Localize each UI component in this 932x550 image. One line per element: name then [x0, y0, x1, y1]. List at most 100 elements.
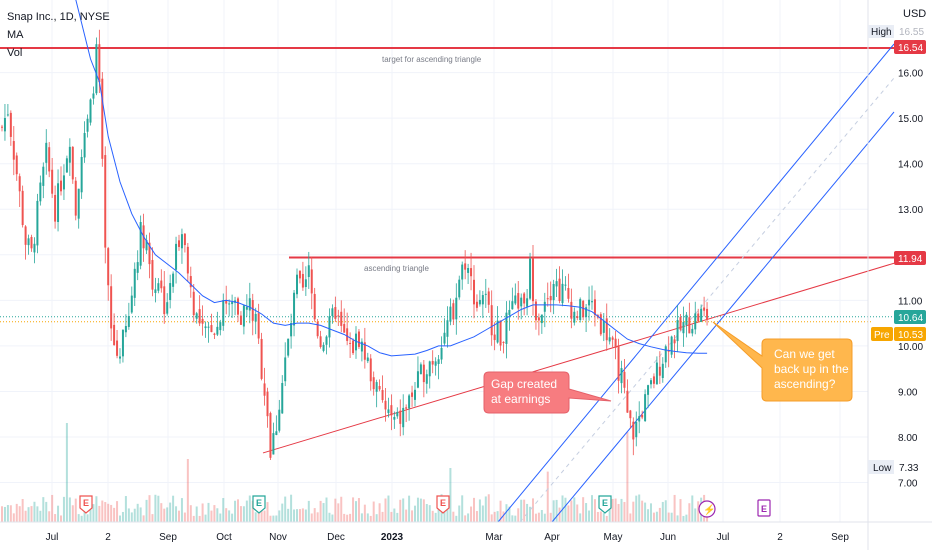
- volume-bar: [546, 471, 549, 522]
- candle-body: [655, 362, 658, 385]
- candle-body: [290, 322, 293, 337]
- question-callout: Can we get back up in the ascending?: [712, 321, 853, 402]
- price-tick-label: 14.00: [898, 160, 923, 171]
- volume-bar: [508, 506, 511, 522]
- volume-bar: [310, 513, 313, 522]
- candle-body: [6, 114, 9, 116]
- volume-bar: [626, 432, 629, 522]
- candle-body: [310, 269, 313, 294]
- candle-body: [458, 279, 461, 298]
- volume-bar: [682, 515, 685, 522]
- earnings-marker[interactable]: E: [79, 495, 93, 514]
- candle-body: [393, 416, 396, 420]
- volume-bar: [399, 499, 402, 522]
- volume-bar: [679, 499, 682, 522]
- candle-body: [186, 246, 189, 274]
- candle-body: [387, 409, 390, 414]
- volume-bar: [402, 498, 405, 522]
- candle-body: [461, 264, 464, 280]
- volume-bar: [222, 498, 225, 522]
- candle-body: [422, 364, 425, 383]
- volume-bar: [473, 497, 475, 522]
- candle-body: [588, 299, 591, 306]
- target-annotation: target for ascending triangle: [382, 55, 482, 64]
- candle-body: [154, 289, 157, 293]
- volume-bar: [369, 515, 372, 522]
- time-tick-label: Apr: [544, 532, 560, 543]
- volume-indicator-label[interactable]: Vol: [7, 47, 22, 59]
- dividend-marker[interactable]: E: [252, 495, 266, 514]
- volume-bar: [57, 505, 60, 522]
- volume-bar: [254, 512, 257, 522]
- volume-bar: [86, 514, 89, 522]
- candle-body: [375, 382, 378, 392]
- candle-body: [151, 260, 154, 290]
- volume-bar: [461, 495, 464, 522]
- candle-body: [3, 117, 6, 132]
- candle-body: [357, 331, 360, 347]
- candle-body: [316, 321, 319, 337]
- candle-body: [157, 283, 160, 291]
- volume-bar: [614, 498, 617, 522]
- volume-bar: [582, 497, 585, 522]
- volume-bar: [331, 514, 334, 522]
- volume-bar: [136, 503, 139, 522]
- candle-body: [529, 258, 532, 299]
- candle-body: [207, 326, 210, 328]
- volume-bar: [251, 500, 254, 522]
- volume-bar: [127, 508, 130, 522]
- candle-body: [632, 421, 635, 440]
- volume-bar: [157, 495, 160, 522]
- candle-body: [343, 324, 346, 333]
- dividend-marker[interactable]: E: [598, 495, 612, 514]
- volume-bar: [593, 499, 596, 522]
- volume-bar: [30, 506, 33, 522]
- candle-body: [464, 263, 467, 270]
- future-earnings-marker[interactable]: E: [757, 499, 771, 517]
- volume-bar: [576, 504, 579, 522]
- volume-bar: [278, 510, 281, 522]
- candle-body: [266, 391, 269, 417]
- volume-bar: [464, 515, 467, 522]
- time-tick-label: Dec: [327, 532, 345, 543]
- gap-callout-line-2: at earnings: [491, 392, 550, 406]
- candle-body: [706, 308, 709, 320]
- candle-body: [172, 273, 175, 287]
- volume-bar: [419, 498, 422, 522]
- candle-body: [576, 316, 579, 319]
- candle-body: [514, 295, 517, 304]
- candle-body: [65, 158, 68, 173]
- split-marker[interactable]: ⚡: [698, 500, 716, 518]
- volume-bar: [340, 496, 343, 522]
- volume-bar: [319, 500, 322, 522]
- candle-body: [582, 300, 585, 318]
- volume-bar: [36, 506, 39, 522]
- volume-bar: [263, 510, 266, 522]
- candle-body: [331, 308, 334, 317]
- volume-bar: [676, 515, 679, 522]
- candle-body: [80, 157, 83, 193]
- candle-body: [298, 270, 301, 279]
- volume-bar: [478, 499, 481, 522]
- volume-bar: [706, 513, 709, 522]
- earnings-marker[interactable]: E: [436, 495, 450, 514]
- volume-bar: [623, 501, 626, 522]
- candle-body: [60, 180, 62, 192]
- volume-bar: [449, 468, 452, 522]
- candle-body: [384, 400, 387, 410]
- ma-indicator-label[interactable]: MA: [7, 29, 24, 41]
- volume-bar: [670, 512, 673, 522]
- candle-body: [349, 342, 352, 344]
- candle-body: [691, 328, 694, 334]
- candle-body: [83, 132, 86, 158]
- volume-bar: [9, 505, 12, 522]
- candle-body: [180, 234, 183, 249]
- volume-bar: [452, 511, 455, 522]
- candle-body: [685, 314, 688, 325]
- volume-bar: [405, 509, 408, 522]
- volume-bar: [446, 500, 449, 522]
- volume-bar: [422, 499, 425, 522]
- candle-body: [272, 433, 275, 455]
- candle-body: [697, 313, 700, 322]
